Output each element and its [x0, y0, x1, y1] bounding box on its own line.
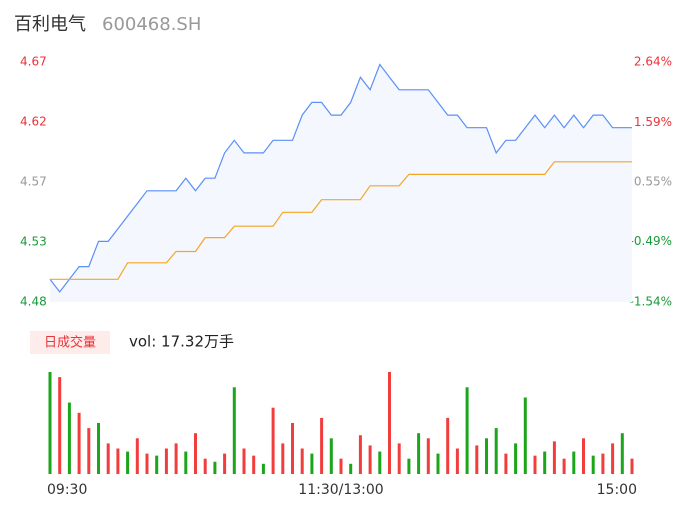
- y2-tick-label: -1.54%: [630, 295, 672, 309]
- average-line: [50, 161, 632, 280]
- y2-tick-label: 1.59%: [634, 115, 672, 129]
- volume-bar: [572, 451, 576, 474]
- volume-bar: [552, 441, 556, 474]
- stock-name: 百利电气: [14, 14, 86, 35]
- volume-bar: [388, 372, 391, 474]
- volume-bar: [378, 451, 382, 474]
- y2-tick-label: 2.64%: [634, 55, 672, 69]
- volume-bar: [67, 402, 71, 474]
- volume-bar: [407, 458, 411, 474]
- volume-bar: [87, 428, 91, 474]
- volume-bar: [291, 423, 294, 474]
- y-tick-label: 4.53: [20, 235, 47, 249]
- x-tick-label: 09:30: [47, 482, 87, 498]
- volume-bar: [194, 433, 197, 474]
- volume-bar: [126, 451, 130, 474]
- volume-bar: [358, 435, 362, 474]
- volume-bar: [223, 453, 227, 474]
- volume-bar: [446, 417, 450, 474]
- volume-bar: [475, 445, 479, 474]
- volume-bar: [271, 407, 275, 474]
- volume-bar: [174, 443, 178, 474]
- volume-bar: [203, 458, 207, 474]
- stock-code: 600468.SH: [102, 14, 201, 35]
- volume-bar: [349, 463, 353, 474]
- volume-bar: [48, 372, 52, 474]
- volume-bar: [523, 397, 527, 474]
- volume-bar: [339, 458, 343, 474]
- volume-bar: [97, 423, 100, 474]
- volume-bar: [630, 458, 634, 474]
- volume-bar: [135, 438, 139, 474]
- y-tick-label: 4.67: [20, 55, 47, 69]
- volume-bar: [164, 448, 168, 474]
- volume-bar: [543, 451, 547, 474]
- volume-badge-bg: [30, 331, 110, 354]
- volume-bar: [213, 461, 217, 474]
- volume-bar: [591, 455, 595, 474]
- y-tick-label: 4.48: [20, 295, 47, 309]
- volume-bar: [242, 448, 246, 474]
- volume-bar: [397, 443, 401, 474]
- volume-bar: [620, 433, 624, 474]
- volume-summary: vol: 17.32万手: [129, 333, 234, 351]
- volume-bar: [601, 453, 605, 474]
- volume-bar: [494, 428, 498, 474]
- volume-bar: [252, 455, 256, 474]
- volume-bar: [261, 463, 265, 474]
- volume-badge: 日成交量: [44, 335, 96, 351]
- price-line: [49, 63, 632, 293]
- y-tick-label: 4.62: [20, 115, 47, 129]
- volume-bar: [417, 433, 421, 474]
- volume-bar: [329, 438, 333, 474]
- volume-bar: [310, 453, 314, 474]
- volume-bar: [281, 443, 285, 474]
- volume-bar: [436, 453, 440, 474]
- volume-bar: [485, 438, 488, 474]
- volume-bar: [77, 412, 81, 474]
- volume-bar: [320, 417, 324, 474]
- y2-tick-label: 0.55%: [634, 175, 672, 189]
- volume-bar: [155, 455, 159, 474]
- y2-tick-label: -0.49%: [630, 234, 672, 248]
- volume-bar: [582, 438, 585, 474]
- volume-bar: [562, 458, 566, 474]
- volume-bar: [533, 455, 537, 474]
- volume-bar: [611, 443, 615, 474]
- volume-bar: [455, 448, 459, 474]
- volume-bar: [184, 451, 188, 474]
- y-tick-label: 4.57: [20, 175, 47, 189]
- volume-bar: [504, 453, 508, 474]
- volume-bar: [232, 387, 236, 474]
- volume-bar: [426, 438, 430, 474]
- volume-bar: [514, 443, 518, 474]
- volume-bar: [106, 443, 110, 474]
- x-tick-label: 15:00: [597, 482, 637, 498]
- volume-bar: [300, 448, 304, 474]
- volume-bar: [368, 445, 372, 474]
- volume-bar: [465, 387, 469, 474]
- volume-bar: [58, 377, 62, 474]
- volume-bar: [145, 453, 149, 474]
- price-area: [50, 64, 632, 302]
- x-tick-label: 11:30/13:00: [298, 482, 383, 498]
- volume-bar: [116, 448, 120, 474]
